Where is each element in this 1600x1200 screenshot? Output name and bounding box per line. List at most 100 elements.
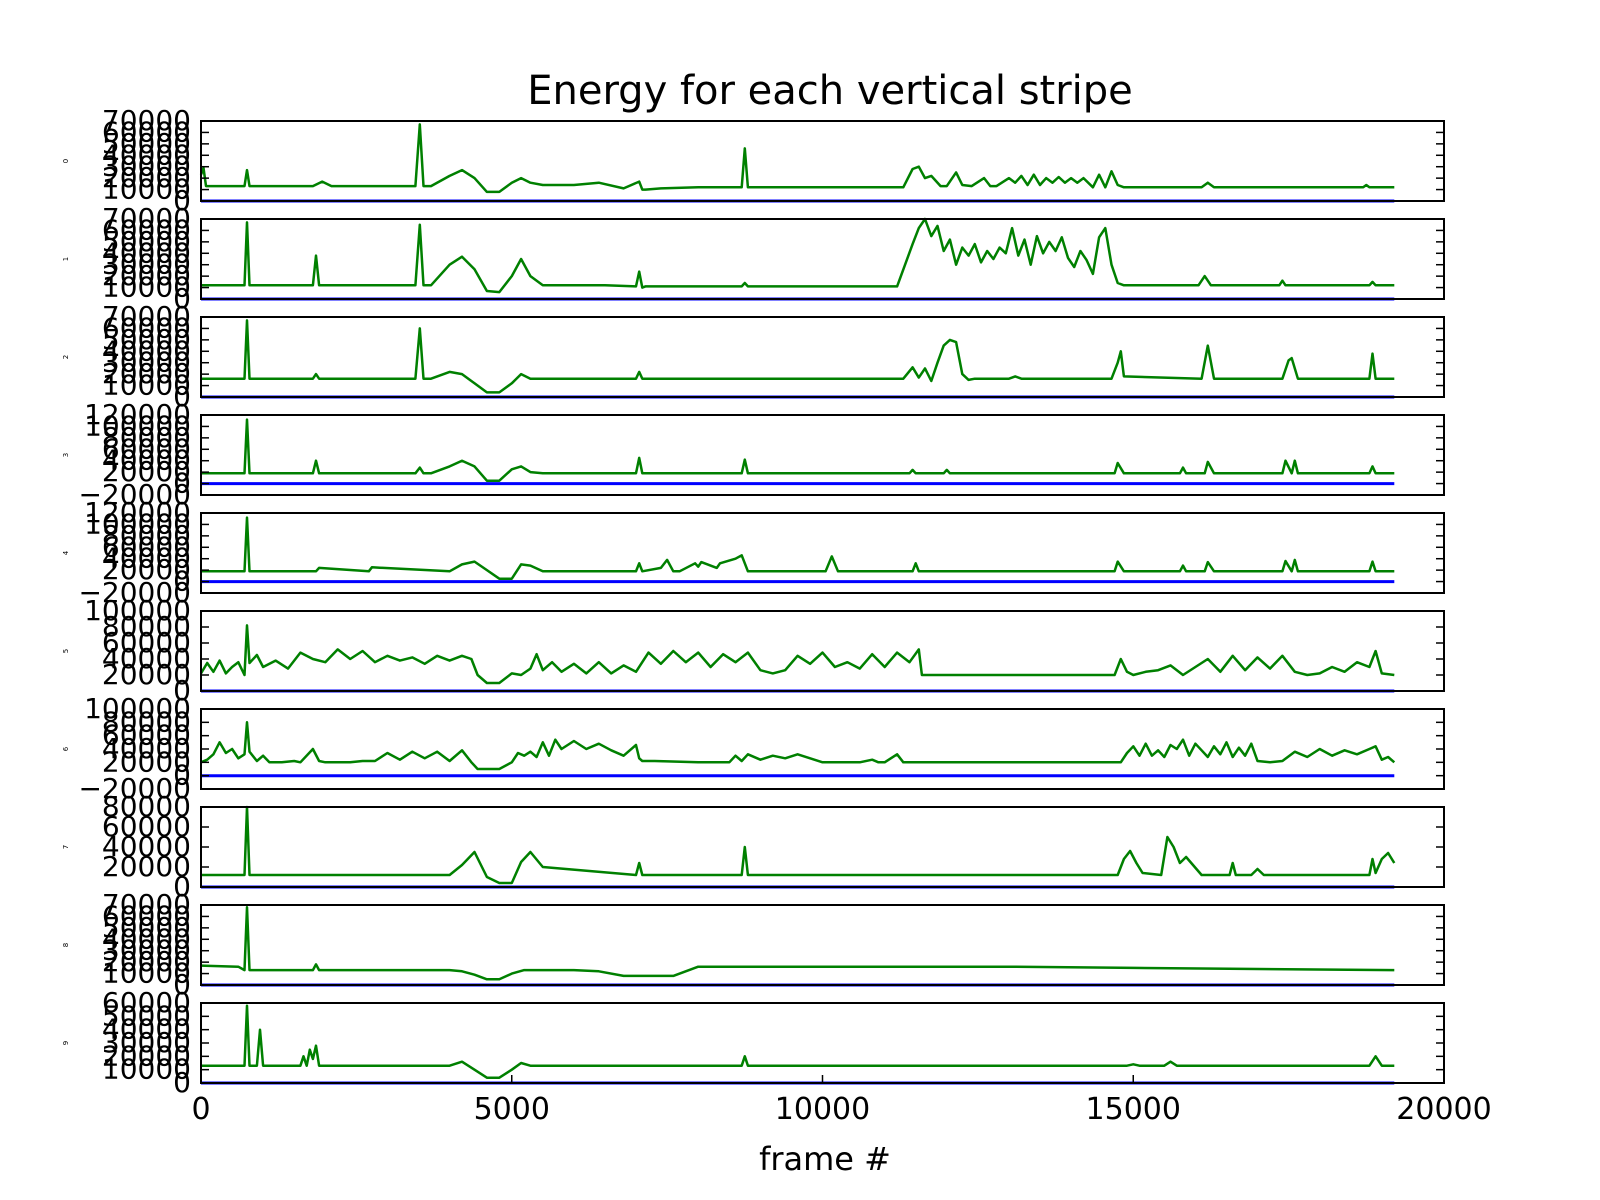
panel-6-label: 6: [62, 746, 70, 751]
panel-0-label: 0: [62, 159, 70, 163]
panel-4-ytick-label: 120000: [84, 496, 191, 529]
panel-6-ytick-label: −20000: [78, 772, 191, 805]
panel-3-ytick-label: 80000: [102, 421, 191, 454]
panel-4-ytick-label: 0: [173, 565, 191, 598]
panel-6-energy-line: [200, 721, 1396, 771]
panel-4-frame: [200, 512, 1445, 594]
panels: 0100002000030000400005000060000700000010…: [62, 104, 1445, 1099]
panel-9-ytick-label: 30000: [102, 1026, 191, 1059]
panel-3-ytick-label: 120000: [84, 398, 191, 431]
x-axis-label: frame #: [759, 1140, 891, 1178]
panel-8-ytick-label: 20000: [102, 945, 191, 978]
panel-9-energy-line: [201, 1004, 1395, 1079]
panel-1-ytick-label: 50000: [102, 225, 191, 258]
panel-1-ytick-label: 60000: [102, 213, 191, 246]
panel-0-ytick-label: 40000: [102, 138, 191, 171]
panel-0-ytick-label: 70000: [102, 104, 191, 137]
panel-9-ytick-label: 40000: [102, 1013, 191, 1046]
panel-5-ytick-label: 60000: [102, 626, 191, 659]
panel-2-ytick-label: 70000: [102, 300, 191, 333]
panel-9-ytick-label: 10000: [102, 1053, 191, 1086]
x-tick-label: 10000: [775, 1092, 870, 1127]
panel-7-ytick-label: 80000: [102, 790, 191, 823]
panel-0-ytick-label: 60000: [102, 115, 191, 148]
panel-5-ytick-label: 40000: [102, 642, 191, 675]
panel-5-frame: [200, 610, 1445, 692]
panel-2-ytick-label: 10000: [102, 369, 191, 402]
panel-3-ytick-label: 20000: [102, 455, 191, 488]
panel-5-energy-line: [199, 624, 1395, 685]
panel-9-frame: [200, 1002, 1445, 1084]
panel-6-ytick-label: 0: [173, 759, 191, 792]
x-axis: 0 5000 10000 15000 20000: [191, 1075, 1492, 1127]
panel-1-ytick-label: 40000: [102, 236, 191, 269]
panel-5-ytick-label: 100000: [84, 594, 191, 627]
panel-0-frame: [200, 120, 1445, 202]
panel-8-ytick-label: 60000: [102, 899, 191, 932]
panel-4-label: 4: [62, 550, 70, 555]
panel-1-label: 1: [62, 257, 70, 261]
panel-9-ytick-label: 60000: [102, 986, 191, 1019]
panel-3-ytick-label: −20000: [78, 478, 191, 511]
panel-8-ytick-label: 70000: [102, 888, 191, 921]
x-tick-label: 5000: [474, 1092, 550, 1127]
panel-4-energy-line: [201, 516, 1395, 580]
panel-8-ytick-label: 10000: [102, 957, 191, 990]
panel-2-ytick-label: 60000: [102, 311, 191, 344]
panel-3-ytick-label: 60000: [102, 432, 191, 465]
panel-0-ytick-label: 10000: [102, 173, 191, 206]
panel-1-ytick-label: 30000: [102, 248, 191, 281]
panel-1-ytick-label: 10000: [102, 271, 191, 304]
panel-4-ytick-label: 60000: [102, 530, 191, 563]
x-tick-label: 20000: [1396, 1092, 1491, 1127]
panel-1-ytick-label: 70000: [102, 202, 191, 235]
x-tick-label: 15000: [1086, 1092, 1181, 1127]
panel-6-ytick-label: 60000: [102, 719, 191, 752]
panel-8-ytick-label: 0: [173, 968, 191, 1001]
panel-2-ytick-label: 30000: [102, 346, 191, 379]
panel-9-label: 9: [62, 1041, 70, 1045]
panel-0-energy-line: [199, 123, 1395, 194]
panel-8-ytick-label: 40000: [102, 922, 191, 955]
panel-7-ytick-label: 20000: [102, 850, 191, 883]
panel-4-ytick-label: 100000: [84, 507, 191, 540]
panel-3-frame: [200, 414, 1445, 496]
panel-8-label: 8: [62, 943, 70, 947]
panel-3-ytick-label: 100000: [84, 409, 191, 442]
panel-8-ytick-label: 30000: [102, 934, 191, 967]
panel-6-ytick-label: 40000: [102, 732, 191, 765]
panel-5-ytick-label: 80000: [102, 610, 191, 643]
panel-7-ytick-label: 0: [173, 870, 191, 903]
panel-9-ytick-label: 0: [173, 1066, 191, 1099]
panel-2-energy-line: [201, 319, 1395, 394]
panel-8-energy-line: [200, 906, 1395, 981]
panel-4-ytick-label: 20000: [102, 553, 191, 586]
panel-6-ytick-label: 100000: [84, 692, 191, 725]
panel-8-frame: [200, 904, 1445, 986]
panel-2-ytick-label: 50000: [102, 323, 191, 356]
panel-2-ytick-label: 0: [173, 380, 191, 413]
panel-1-frame: [200, 218, 1445, 300]
panel-2-frame: [200, 316, 1445, 398]
panel-3-ytick-label: 40000: [102, 444, 191, 477]
panel-7-ytick-label: 60000: [102, 810, 191, 843]
panel-6-ytick-label: 80000: [102, 705, 191, 738]
panel-0-ytick-label: 50000: [102, 127, 191, 160]
panel-6-ytick-label: 20000: [102, 745, 191, 778]
panel-2-label: 2: [62, 355, 70, 359]
panel-2-ytick-label: 40000: [102, 334, 191, 367]
panel-7-label: 7: [62, 845, 70, 849]
panel-7-energy-line: [201, 805, 1396, 885]
chart-title: Energy for each vertical stripe: [527, 68, 1133, 114]
panel-3-energy-line: [201, 418, 1395, 482]
panel-1-ytick-label: 0: [173, 282, 191, 315]
